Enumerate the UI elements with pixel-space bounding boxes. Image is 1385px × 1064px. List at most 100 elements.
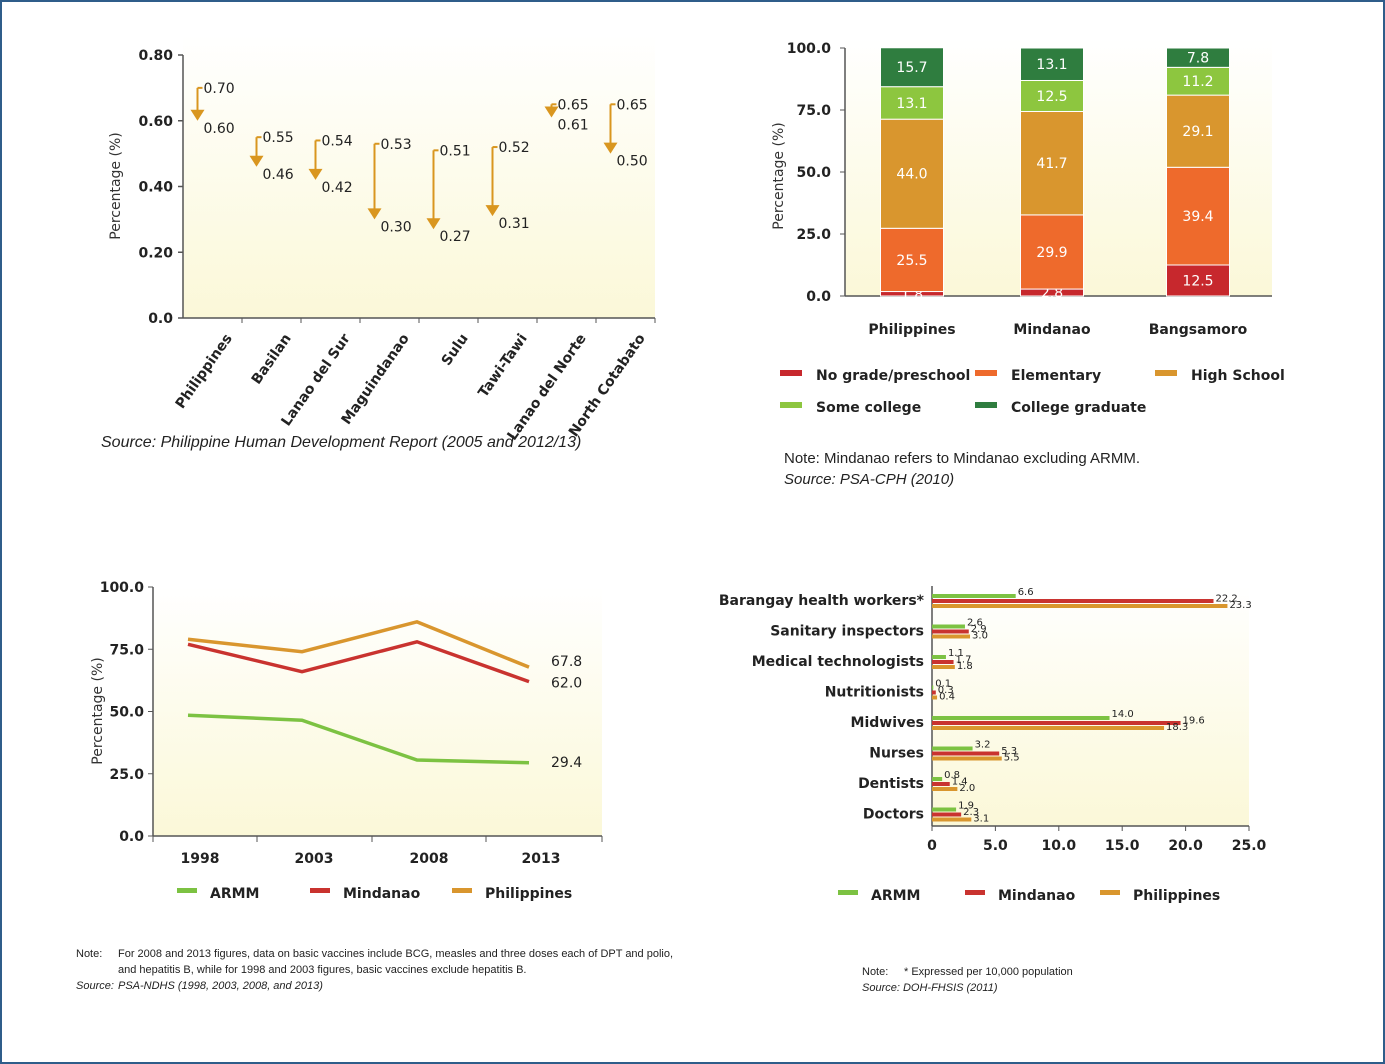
bar-segment bbox=[1166, 94, 1230, 168]
legend-swatch bbox=[975, 402, 997, 408]
bar-segment bbox=[880, 47, 944, 88]
y-tick-label: 75.0 bbox=[109, 642, 144, 658]
y-tick-label: 0.80 bbox=[138, 48, 173, 64]
bar-value-label: 29.1 bbox=[1182, 124, 1213, 140]
bar-value-label: 15.7 bbox=[896, 60, 927, 76]
legend-label: ARMM bbox=[871, 888, 920, 904]
start-value-label: 0.51 bbox=[440, 143, 471, 159]
category-label: Nutritionists bbox=[825, 685, 924, 701]
y-tick-label: 50.0 bbox=[796, 165, 831, 181]
bar bbox=[932, 807, 957, 812]
bar-value-label: 25.5 bbox=[896, 253, 927, 269]
x-tick-label: 25.0 bbox=[1232, 838, 1267, 854]
bar-value-label: 1.4 bbox=[952, 777, 968, 788]
legend-swatch bbox=[177, 888, 197, 893]
series-end-label: 29.4 bbox=[551, 755, 582, 771]
plot-area bbox=[153, 587, 602, 836]
legend-swatch bbox=[452, 888, 472, 893]
bar bbox=[932, 721, 1181, 725]
end-value-label: 0.30 bbox=[381, 219, 412, 235]
bar bbox=[932, 665, 955, 669]
y-axis-label: Percentage (%) bbox=[771, 122, 787, 229]
series-end-label: 67.8 bbox=[551, 654, 582, 670]
bar-value-label: 44.0 bbox=[896, 167, 927, 183]
bar bbox=[932, 777, 943, 781]
legend-swatch bbox=[965, 890, 985, 895]
bar-value-label: 23.3 bbox=[1229, 600, 1251, 611]
end-value-label: 0.42 bbox=[322, 180, 353, 196]
bar bbox=[932, 782, 950, 786]
arrow-head bbox=[190, 109, 205, 121]
bar-value-label: 1.8 bbox=[957, 661, 973, 672]
series-line bbox=[187, 620, 530, 669]
legend-label: Philippines bbox=[485, 886, 572, 902]
start-value-label: 0.70 bbox=[204, 81, 235, 97]
bar-value-label: 1.7 bbox=[956, 655, 972, 666]
legend-swatch bbox=[1100, 890, 1120, 895]
x-tick-label: 1998 bbox=[181, 851, 220, 867]
bar bbox=[932, 751, 1000, 756]
arrow-head bbox=[603, 142, 618, 154]
bar-value-label: 11.2 bbox=[1182, 74, 1213, 90]
legend-label: High School bbox=[1191, 368, 1285, 384]
bar-value-label: 0.4 bbox=[939, 692, 955, 703]
end-value-label: 0.31 bbox=[499, 216, 530, 232]
bar-value-label: 22.2 bbox=[1215, 594, 1237, 605]
plot-area bbox=[932, 586, 1249, 826]
x-tick-label: Philippines bbox=[868, 322, 955, 338]
x-tick-label: 15.0 bbox=[1105, 838, 1140, 854]
arrow-head bbox=[249, 155, 264, 167]
bar-value-label: 19.6 bbox=[1183, 716, 1205, 727]
bar bbox=[932, 599, 1214, 603]
x-tick-label: 20.0 bbox=[1168, 838, 1203, 854]
legend-label: Some college bbox=[816, 400, 921, 416]
y-tick-label: 75.0 bbox=[796, 103, 831, 119]
bar-value-label: 12.5 bbox=[1182, 274, 1213, 290]
start-value-label: 0.65 bbox=[558, 97, 589, 113]
bar bbox=[932, 817, 972, 822]
bar bbox=[932, 690, 936, 695]
category-label: Sanitary inspectors bbox=[770, 624, 924, 640]
bar bbox=[932, 660, 954, 664]
bar-value-label: 0.1 bbox=[935, 679, 951, 690]
start-value-label: 0.52 bbox=[499, 140, 530, 156]
legend-swatch bbox=[838, 890, 858, 895]
y-tick-label: 0.0 bbox=[148, 311, 173, 327]
category-label: Barangay health workers* bbox=[719, 593, 925, 609]
legend-swatch bbox=[780, 402, 802, 408]
bar-value-label: 18.3 bbox=[1166, 722, 1188, 733]
arrow-head bbox=[426, 218, 441, 230]
bar-value-label: 7.8 bbox=[1187, 51, 1209, 67]
bar-value-label: 1.9 bbox=[958, 801, 974, 812]
bar-value-label: 3.1 bbox=[973, 814, 989, 825]
bar bbox=[932, 594, 1016, 598]
end-value-label: 0.27 bbox=[440, 229, 471, 245]
bar-segment bbox=[880, 227, 944, 293]
chart3-note-label: Note: bbox=[76, 948, 103, 960]
bar-value-label: 0.8 bbox=[944, 770, 960, 781]
legend-label: Mindanao bbox=[343, 886, 421, 902]
bar-value-label: 0.3 bbox=[938, 685, 954, 696]
bar bbox=[932, 634, 971, 639]
legend-swatch bbox=[975, 370, 997, 376]
category-label: Nurses bbox=[869, 746, 924, 762]
arrow-head bbox=[367, 208, 382, 220]
bar-value-label: 13.1 bbox=[896, 96, 927, 112]
bar-value-label: 3.2 bbox=[975, 740, 991, 751]
bar bbox=[932, 716, 1110, 720]
bar bbox=[932, 655, 946, 659]
bar-value-label: 2.9 bbox=[971, 624, 987, 635]
end-value-label: 0.61 bbox=[558, 117, 589, 133]
plot-area bbox=[183, 35, 655, 318]
legend-label: Mindanao bbox=[998, 888, 1076, 904]
x-tick-label: 0 bbox=[927, 838, 937, 854]
bar-value-label: 2.3 bbox=[963, 807, 979, 818]
bar-value-label: 13.1 bbox=[1036, 57, 1067, 73]
y-tick-label: 0.20 bbox=[138, 245, 173, 261]
y-tick-label: 100.0 bbox=[100, 580, 145, 596]
bar-value-label: 1.1 bbox=[948, 648, 964, 659]
chart4-source: Source: DOH-FHSIS (2011) bbox=[862, 982, 998, 994]
